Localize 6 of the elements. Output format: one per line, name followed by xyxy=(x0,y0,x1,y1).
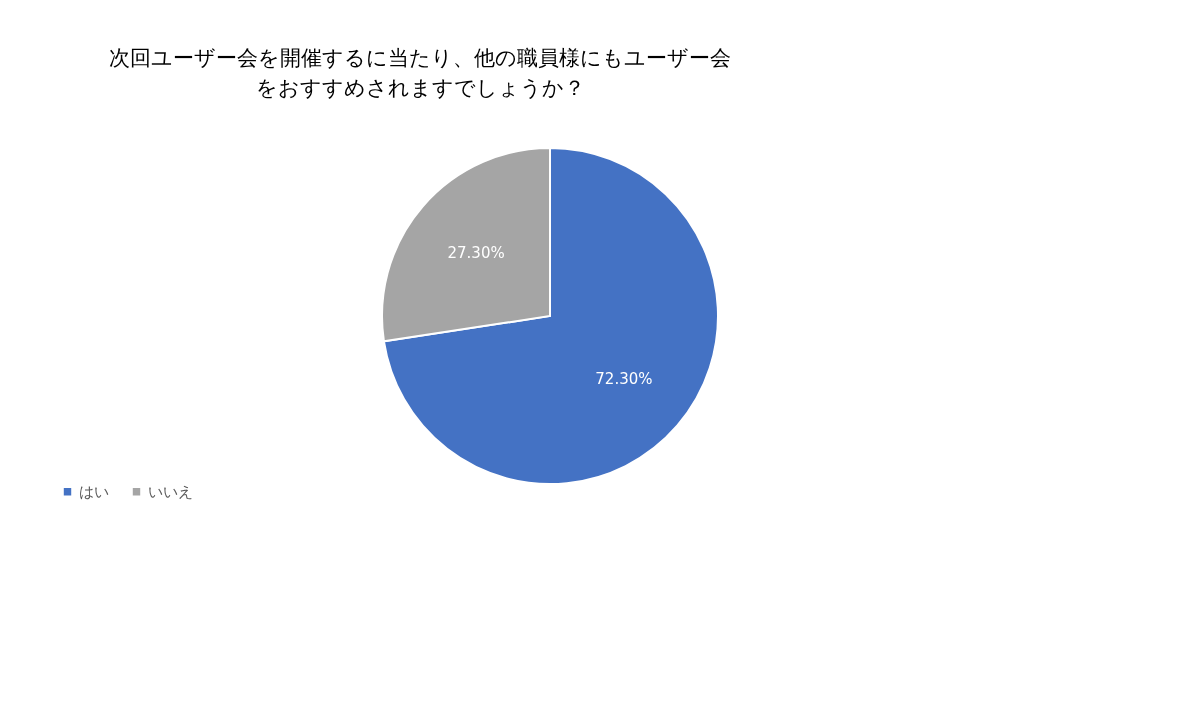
legend-label: はい xyxy=(79,482,109,501)
legend-label: いいえ xyxy=(148,482,193,501)
data-label: 72.30% xyxy=(595,370,653,389)
data-label: 27.30% xyxy=(447,243,505,262)
chart-title: 次回ユーザー会を開催するに当たり、他の職員様にもユーザー会をおすすめされますでしょうか？ xyxy=(109,46,731,100)
pie-slice xyxy=(382,147,719,485)
